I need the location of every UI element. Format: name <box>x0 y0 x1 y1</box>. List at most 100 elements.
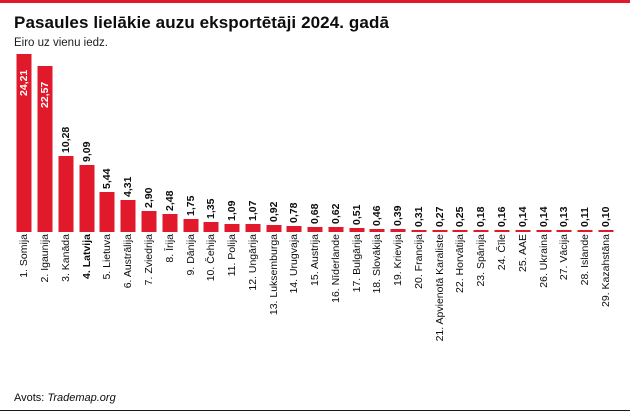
bar-plot-cell: 0,25 <box>450 54 471 232</box>
bar-column: 0,14 26. Ukraina <box>533 54 554 384</box>
bar <box>536 230 552 232</box>
bar <box>577 230 593 232</box>
bar-label-cell: 4. Latvija <box>76 232 97 384</box>
bar <box>328 227 344 232</box>
bar <box>266 225 282 232</box>
bar <box>245 224 261 232</box>
bar-category-label: 13. Luksemburga <box>267 234 280 316</box>
bar-label-cell: 6. Austrālija <box>118 232 139 384</box>
bar-category-label: 18. Slovākija <box>371 234 384 294</box>
bar-plot-cell: 24,21 <box>14 54 35 232</box>
bar-label-cell: 2. Igaunija <box>35 232 56 384</box>
bar-value-label: 0,14 <box>537 206 550 227</box>
bar-category-label: 6. Austrālija <box>122 234 135 289</box>
bar-column: 1,09 11. Polija <box>222 54 243 384</box>
bar-label-cell: 8. Īrija <box>159 232 180 384</box>
bar <box>120 200 136 232</box>
bar-plot-cell: 0,46 <box>367 54 388 232</box>
bar-category-label: 26. Ukraina <box>537 234 550 288</box>
bar-label-cell: 29. Kazahstāna <box>595 232 616 384</box>
bar-value-label: 0,51 <box>350 204 363 226</box>
bar-plot-cell: 0,68 <box>305 54 326 232</box>
bar-plot-cell: 22,57 <box>35 54 56 232</box>
bar-category-label: 11. Polija <box>226 234 239 277</box>
bar-value-label: 10,28 <box>59 127 72 154</box>
bar-column: 0,18 23. Spānija <box>471 54 492 384</box>
bar-label-cell: 10. Čehija <box>201 232 222 384</box>
bar-category-label: 14. Urugvaja <box>288 234 301 294</box>
bar-label-cell: 14. Urugvaja <box>284 232 305 384</box>
bar-plot-cell: 1,09 <box>222 54 243 232</box>
bar-category-label: 3. Kanāda <box>59 234 72 282</box>
bar-plot-cell: 1,35 <box>201 54 222 232</box>
bar-label-cell: 1. Somija <box>14 232 35 384</box>
bar-column: 1,75 9. Dānija <box>180 54 201 384</box>
bar-value-label: 4,31 <box>122 176 135 198</box>
bar-label-cell: 15. Austrija <box>305 232 326 384</box>
bar-plot-cell: 2,48 <box>159 54 180 232</box>
bar <box>224 224 240 232</box>
source-label: Avots: <box>14 392 45 404</box>
bar-category-label: 2. Igaunija <box>39 234 52 283</box>
bar-column: 0,13 27. Vācija <box>554 54 575 384</box>
bar-plot-cell: 9,09 <box>76 54 97 232</box>
bar-column: 10,28 3. Kanāda <box>56 54 77 384</box>
bar-plot-cell: 0,92 <box>263 54 284 232</box>
bar-label-cell: 25. AAE <box>512 232 533 384</box>
bar-plot-cell: 0,14 <box>512 54 533 232</box>
bar-category-label: 25. AAE <box>516 234 529 272</box>
chart-subtitle: Eiro uz vienu iedz. <box>14 37 108 49</box>
bar-plot-cell: 0,11 <box>575 54 596 232</box>
bar-plot-cell: 0,16 <box>492 54 513 232</box>
bar-column: 1,07 12. Ungārija <box>242 54 263 384</box>
bar-value-label: 0,25 <box>454 206 467 227</box>
bar-label-cell: 3. Kanāda <box>56 232 77 384</box>
bar-column: 9,09 4. Latvija <box>76 54 97 384</box>
bar-column: 0,25 22. Horvātija <box>450 54 471 384</box>
bar <box>473 230 489 232</box>
bar-value-label: 0,11 <box>579 207 592 227</box>
bar-label-cell: 9. Dānija <box>180 232 201 384</box>
bar-label-cell: 24. Čīle <box>492 232 513 384</box>
bar-category-label: 27. Vācija <box>558 234 571 281</box>
bar <box>494 230 510 232</box>
bar-category-label: 28. Islande <box>579 234 592 286</box>
bar-plot-cell: 4,31 <box>118 54 139 232</box>
bar-label-cell: 27. Vācija <box>554 232 575 384</box>
bar-category-label: 8. Īrija <box>163 234 176 263</box>
bar <box>79 165 95 232</box>
bar-plot-cell: 1,75 <box>180 54 201 232</box>
bar-column: 0,39 19. Krievija <box>388 54 409 384</box>
top-accent-rule <box>0 0 630 3</box>
bar-category-label: 21. Apvienotā Karaliste <box>433 234 446 342</box>
bar-value-label: 0,10 <box>599 206 612 227</box>
bar-column: 0,31 20. Francija <box>409 54 430 384</box>
bar-value-label: 0,92 <box>267 201 280 223</box>
bar-column: 22,57 2. Igaunija <box>35 54 56 384</box>
bar <box>16 54 32 232</box>
bar-value-label: 9,09 <box>80 141 93 163</box>
bar-plot-cell: 10,28 <box>56 54 77 232</box>
bar-column: 0,16 24. Čīle <box>492 54 513 384</box>
bar-column: 4,31 6. Austrālija <box>118 54 139 384</box>
bar-column: 0,78 14. Urugvaja <box>284 54 305 384</box>
bar-value-label: 1,75 <box>184 195 197 217</box>
bar-category-label: 12. Ungārija <box>246 234 259 291</box>
bar-category-label: 16. Nīderlande <box>329 234 342 303</box>
bar-value-label: 0,13 <box>558 206 571 227</box>
bar-column: 0,51 17. Bulgārija <box>346 54 367 384</box>
bar-plot-cell: 0,18 <box>471 54 492 232</box>
bar-column: 2,48 8. Īrija <box>159 54 180 384</box>
bar-category-label: 10. Čehija <box>205 234 218 282</box>
bar-value-label: 0,31 <box>412 206 425 227</box>
bar-category-label: 19. Krievija <box>392 234 405 286</box>
bar-value-label: 0,62 <box>329 203 342 225</box>
bar-category-label: 22. Horvātija <box>454 234 467 293</box>
bar-category-label: 29. Kazahstāna <box>599 234 612 307</box>
bar-plot-cell: 0,31 <box>409 54 430 232</box>
bar-plot-cell: 0,62 <box>325 54 346 232</box>
bar-category-label: 17. Bulgārija <box>350 234 363 293</box>
bar-label-cell: 23. Spānija <box>471 232 492 384</box>
bar-label-cell: 12. Ungārija <box>242 232 263 384</box>
bar <box>58 156 74 232</box>
